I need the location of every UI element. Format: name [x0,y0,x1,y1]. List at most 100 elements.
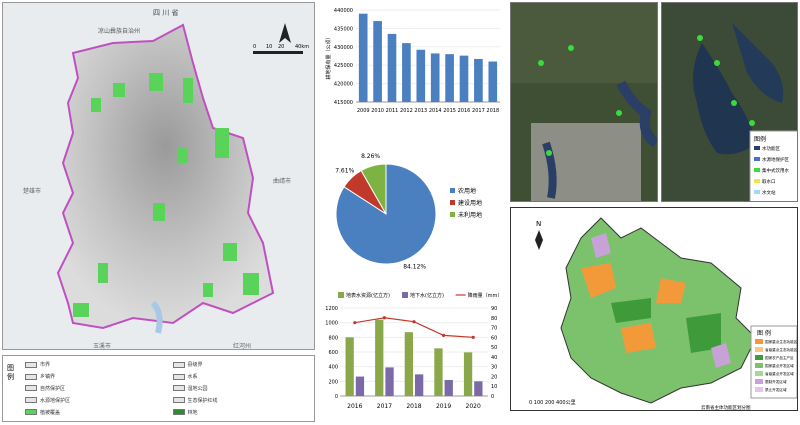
bar-surface-water [434,348,443,396]
legend-label: 自然保护区 [40,385,66,392]
x-tick-label: 2009 [357,108,370,114]
x-tick-label: 2015 [443,108,456,114]
y-tick-label-right: 80 [491,316,497,322]
zone-legend-swatch [755,371,763,376]
x-tick-label: 2018 [486,108,499,114]
pie-slice [335,163,437,265]
bar [459,55,469,102]
legend-swatch [25,397,37,404]
bar-surface-water [375,319,384,396]
rainfall-point [471,335,475,339]
legend-item: 乡镇界 [25,372,163,382]
x-tick-label: 2014 [429,108,442,114]
x-tick-label: 2016 [458,108,471,114]
pie-data-label: 8.26% [361,153,380,160]
sat-legend-label: 集中式饮用水 [762,167,789,174]
x-tick-label: 2017 [377,403,392,410]
y-tick-label: 425000 [334,63,353,69]
north-arrow-icon [279,23,291,43]
legend-item: 水源地保护区 [25,395,163,405]
pie-legend-label: 农用地 [458,187,476,195]
x-tick-label: 2018 [406,403,421,410]
legend-label: 湿地公园 [187,385,208,392]
sat-legend-swatch [754,146,760,150]
zone-legend-label: 国家重点生态功能区 [765,339,798,344]
label-city-south-east: 红河州 [233,342,251,350]
legend-item: 自然保护区 [25,384,163,394]
zone-legend-swatch [755,379,763,384]
y-tick-label-right: 20 [491,374,497,380]
zone-legend-swatch [755,363,763,368]
combo-legend-swatch [338,292,344,298]
bar-surface-water [463,352,473,396]
water-resources-chart: 0 200 400 600 800 1000 1200 0 10 20 30 40 50 60 70 80 90… [318,286,508,422]
legend-swatch [172,409,185,416]
label-reserve: 凉山彝族自治州 [98,27,140,35]
north-arrow-label: N [536,220,541,228]
x-tick-label: 2010 [371,108,384,114]
bar [387,33,397,102]
combo-legend-label: 地下水(亿立方) [410,292,444,299]
bar [373,21,382,102]
scale-tick: 0 [253,44,256,50]
bar-groundwater [415,374,424,396]
y-axis-label: 耕地保有量（公顷） [325,34,332,79]
y-tick-label-left: 800 [328,335,338,341]
legend-item: 市界 [25,360,163,370]
x-tick-label: 2020 [466,403,481,410]
sat-legend-label: 水源地保护区 [762,156,789,163]
label-city-south-west: 玉溪市 [93,342,111,350]
legend-item: 生态保护红线 [172,395,311,405]
scale-tick: 20 [278,44,284,50]
right-legend-title: 图 例 [757,329,771,337]
pie-legend-swatch [450,200,455,205]
left-map-svg: 四 川 省 凉山彝族自治州 楚雄市 曲靖市 玉溪市 红河州 0 10 20 40… [3,3,314,350]
y-tick-label: 415000 [334,100,353,106]
pie-data-label: 7.61% [335,167,354,174]
combo-legend-label: 地表水资源(亿立方) [346,292,390,299]
zone-legend-label: 省级重点生态功能区 [765,347,798,352]
land-use-pie: 7.61% 8.26% 84.12% 农用地 建设用地 未利用地 [318,142,508,277]
y-tick-label: 430000 [334,45,353,51]
zone-legend-swatch [755,387,763,392]
scale-label: 0 100 200 400公里 [529,400,576,406]
y-tick-label-right: 90 [491,306,497,312]
y-tick-label: 440000 [334,8,353,14]
legend-item: 湿地公园 [172,384,311,394]
zone-legend-label: 国家重点开发区域 [765,363,794,368]
legend-label: 水源地保护区 [40,397,71,404]
label-city-east: 曲靖市 [273,177,291,185]
legend-label: 生态保护红线 [187,397,218,404]
functional-zone-svg: N 0 100 200 400公里 图 例 国家重点生态功能区省级重点生态功能区… [529,217,798,410]
label-province: 四 川 省 [153,8,178,17]
legend-item: 水系 [172,372,311,382]
combo-legend-swatch [402,292,408,298]
y-tick-label-right: 40 [491,355,497,361]
legend-label: 县级界 [187,362,203,369]
zone-legend-swatch [755,347,763,352]
legend-swatch [172,385,185,392]
rainfall-point [412,320,416,324]
bar [445,54,454,102]
satellite-left-svg [511,3,657,201]
y-tick-label-left: 600 [328,350,338,356]
x-tick-label: 2012 [400,108,413,114]
left-terrain-map: 四 川 省 凉山彝族自治州 楚雄市 曲靖市 玉溪市 红河州 0 10 20 40… [2,2,315,350]
right-legend-items: 国家重点生态功能区省级重点生态功能区国家农产品主产区国家重点开发区域省级重点开发… [755,339,798,392]
y-tick-label-left: 1200 [325,306,338,312]
bar [474,58,483,102]
bar-groundwater [474,381,483,396]
zone-legend-swatch [755,355,763,360]
y-tick-label: 420000 [334,82,353,88]
legend-items: 市界 县级界 乡镇界 水系 自然保护区 湿地公园 水源地保护区 生态保护红线 植被覆盖 林地 [25,360,310,417]
rainfall-point [382,316,386,320]
rainfall-point [353,321,357,325]
left-map-legend: 图 例 市界 县级界 乡镇界 水系 自然保护区 湿地公园 水源地保护区 生态保护红线 植被覆盖 林… [2,355,315,422]
legend-label: 水系 [187,374,198,381]
y-tick-label-right: 0 [491,394,494,400]
x-tick-label: 2017 [472,108,485,114]
scale-bar: 0 10 20 40km [253,44,309,54]
combo-legend-label: 降雨量（mm） [468,292,503,299]
y-tick-label-right: 60 [491,335,497,341]
bar [358,13,368,102]
